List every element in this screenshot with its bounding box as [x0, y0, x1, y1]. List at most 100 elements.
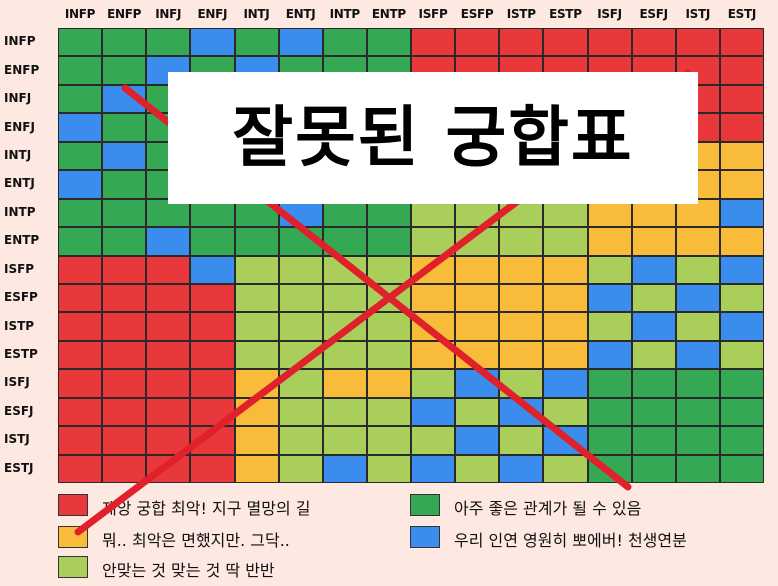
grid-cell-esfp-esfj: [631, 283, 676, 313]
grid-cell-estj-isfj: [587, 454, 632, 483]
grid-cell-intp-infp: [58, 198, 103, 228]
grid-cell-isfj-estj: [719, 369, 764, 398]
grid-cell-entp-isfj: [587, 227, 632, 256]
legend-swatch-blue: [410, 526, 440, 548]
grid-cell-intj-enfp: [102, 141, 147, 171]
grid-cell-estj-estp: [543, 454, 588, 483]
grid-cell-esfp-estj: [719, 283, 764, 313]
column-label-esfj: ESFJ: [639, 7, 668, 21]
grid-cell-estj-infj: [146, 454, 191, 483]
grid-cell-entp-isfp: [411, 227, 456, 256]
grid-cell-isfp-enfj: [190, 255, 235, 284]
row-label-esfp: ESFP: [4, 290, 38, 305]
grid-cell-isfp-esfj: [631, 255, 676, 284]
grid-cell-istj-istj: [675, 426, 720, 455]
grid-cell-isfj-istp: [499, 369, 544, 398]
grid-cell-infp-esfj: [631, 28, 676, 57]
grid-cell-entj-infp: [58, 170, 103, 199]
grid-cell-isfj-enfp: [102, 369, 147, 398]
grid-cell-enfp-infp: [58, 56, 103, 85]
grid-cell-entp-esfp: [455, 227, 500, 256]
grid-cell-isfj-entj: [278, 369, 323, 398]
grid-cell-estp-isfj: [587, 340, 632, 370]
overlay-banner: 잘못된 궁합표: [168, 72, 698, 204]
grid-cell-esfp-intp: [322, 283, 367, 313]
row-label-isfj: ISFJ: [4, 375, 30, 390]
column-label-estj: ESTJ: [727, 7, 757, 21]
grid-cell-istp-infj: [146, 312, 191, 341]
grid-cell-istp-entj: [278, 312, 323, 341]
grid-cell-isfp-infp: [58, 255, 103, 284]
column-label-esfp: ESFP: [460, 7, 494, 21]
grid-cell-infp-entp: [366, 28, 411, 57]
grid-cell-estp-esfp: [455, 340, 500, 370]
column-label-istp: ISTP: [506, 7, 536, 21]
grid-cell-esfj-isfj: [587, 397, 632, 427]
column-label-entj: ENTJ: [285, 7, 316, 21]
grid-cell-isfj-isfp: [411, 369, 456, 398]
row-label-entp: ENTP: [4, 233, 40, 248]
grid-cell-esfj-estp: [543, 397, 588, 427]
grid-cell-istj-esfp: [455, 426, 500, 455]
grid-cell-esfp-intj: [234, 283, 279, 313]
grid-cell-estj-isfp: [411, 454, 456, 483]
legend-label: 안맞는 것 맞는 것 딱 반반: [102, 561, 275, 580]
legend-swatch-red: [58, 494, 88, 516]
grid-cell-estp-enfp: [102, 340, 147, 370]
grid-cell-infj-enfp: [102, 84, 147, 114]
grid-cell-esfp-enfj: [190, 283, 235, 313]
grid-cell-enfj-estj: [719, 113, 764, 142]
column-label-estp: ESTP: [549, 7, 582, 21]
grid-cell-entp-estj: [719, 227, 764, 256]
grid-cell-esfp-infp: [58, 283, 103, 313]
grid-cell-estj-intp: [322, 454, 367, 483]
grid-cell-esfp-istj: [675, 283, 720, 313]
grid-cell-istj-entp: [366, 426, 411, 455]
overlay-title: 잘못된 궁합표: [232, 99, 634, 176]
grid-cell-esfj-estj: [719, 397, 764, 427]
grid-cell-infp-entj: [278, 28, 323, 57]
grid-cell-isfp-isfp: [411, 255, 456, 284]
column-label-infj: INFJ: [155, 7, 182, 21]
grid-cell-estj-enfp: [102, 454, 147, 483]
grid-cell-esfp-isfp: [411, 283, 456, 313]
grid-cell-entp-infp: [58, 227, 103, 256]
grid-cell-istj-esfj: [631, 426, 676, 455]
grid-cell-istp-enfj: [190, 312, 235, 341]
grid-cell-istp-istj: [675, 312, 720, 341]
grid-cell-esfp-entp: [366, 283, 411, 313]
grid-cell-isfp-enfp: [102, 255, 147, 284]
grid-cell-isfp-esfp: [455, 255, 500, 284]
grid-cell-enfj-infp: [58, 113, 103, 142]
grid-cell-esfp-estp: [543, 283, 588, 313]
grid-cell-isfp-isfj: [587, 255, 632, 284]
grid-cell-isfp-entj: [278, 255, 323, 284]
grid-cell-isfj-esfj: [631, 369, 676, 398]
grid-cell-esfj-istp: [499, 397, 544, 427]
grid-cell-istp-isfp: [411, 312, 456, 341]
column-label-istj: ISTJ: [685, 7, 711, 21]
grid-cell-isfp-intp: [322, 255, 367, 284]
grid-cell-infp-intj: [234, 28, 279, 57]
grid-cell-isfj-intp: [322, 369, 367, 398]
grid-cell-infp-intp: [322, 28, 367, 57]
grid-cell-infp-isfj: [587, 28, 632, 57]
grid-cell-istp-esfj: [631, 312, 676, 341]
row-label-enfp: ENFP: [4, 62, 40, 77]
grid-cell-isfj-istj: [675, 369, 720, 398]
grid-cell-entp-infj: [146, 227, 191, 256]
grid-cell-intp-estj: [719, 198, 764, 228]
grid-cell-isfp-istj: [675, 255, 720, 284]
grid-cell-esfj-istj: [675, 397, 720, 427]
grid-cell-istj-infj: [146, 426, 191, 455]
grid-cell-enfp-estj: [719, 56, 764, 85]
grid-cell-istj-intj: [234, 426, 279, 455]
grid-cell-entp-intj: [234, 227, 279, 256]
grid-cell-istj-estp: [543, 426, 588, 455]
grid-cell-entp-entj: [278, 227, 323, 256]
grid-cell-estj-infp: [58, 454, 103, 483]
row-label-istj: ISTJ: [4, 432, 30, 447]
grid-cell-istp-istp: [499, 312, 544, 341]
grid-cell-isfj-esfp: [455, 369, 500, 398]
grid-cell-estp-istj: [675, 340, 720, 370]
